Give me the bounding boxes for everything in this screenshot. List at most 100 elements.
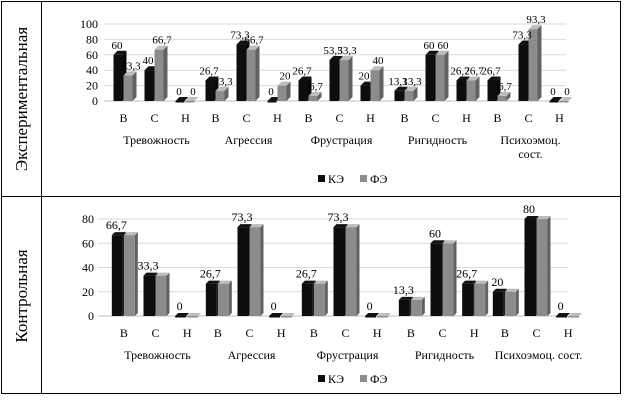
bar-fe-side [421,296,425,316]
category-label: С [341,326,349,340]
bar-fe [246,49,256,101]
bar-ke [524,219,536,316]
category-label: В [211,111,219,125]
group-label: Фрустрация [311,133,373,147]
bar-fe [217,283,229,316]
bar-fe-top [187,313,202,316]
bar-fe-side [379,66,384,101]
bar-ke-top [425,50,439,55]
bar-fe-side [324,280,328,316]
y-tick-label: 0 [88,309,94,323]
bar-fe-side [485,280,489,316]
value-label-ke: 26,7 [296,267,317,281]
bar-fe-top [559,97,573,101]
bar-fe [123,235,135,316]
bar-ke [111,235,123,316]
value-label-fe: 66,7 [152,35,172,47]
bar-ke-top [518,40,532,45]
bar-fe-top [308,91,322,96]
bar-fe-top [497,91,511,96]
bar-fe [559,101,569,103]
bar-ke [237,227,249,316]
bar-ke-top [298,76,312,81]
category-label: Н [366,111,375,125]
bar-fe [497,95,507,101]
value-label-ke: 73,3 [230,30,250,42]
bar-ke [394,90,404,101]
y-tick-label: 60 [86,48,98,62]
bar-fe [313,283,325,316]
bar-ke [143,275,155,316]
bar-fe [474,283,486,316]
category-label: Н [181,111,190,125]
bar-ke [549,101,559,103]
bar-ke [462,283,474,316]
bar-fe-top [504,288,519,292]
bar-fe-top [410,296,425,300]
bar-ke [113,54,123,101]
category-label: В [119,111,127,125]
bar-ke-top [462,280,477,284]
bar-fe [370,70,380,101]
bar-ke [360,85,370,101]
category-label: Н [277,326,286,340]
bar-ke-top [333,224,348,228]
bar-fe-top [345,224,360,228]
category-label: Н [555,111,564,125]
bar-ke-top [205,280,220,284]
category-label: С [431,111,439,125]
y-tick-label: 80 [82,212,94,226]
bar-fe [568,316,580,318]
bar-fe-side [537,25,542,102]
bar-fe [536,219,548,316]
group-label: Психоэмоц. сост. [495,348,582,362]
bar-fe [249,227,261,316]
bar-ke [518,44,528,101]
value-label-fe: 6,7 [309,81,323,93]
legend-label: КЭ [328,372,344,386]
bar-ke-top [398,296,413,300]
y-tick-label: 40 [86,63,98,77]
value-label-ke: 26,7 [450,65,470,77]
y-tick-label: 20 [82,285,94,299]
bar-fe [528,29,538,102]
bar-fe [404,90,414,101]
bar-fe-top [249,224,264,228]
bar-fe [345,227,357,316]
value-label-ke: 26,7 [481,65,501,77]
value-label-fe: 0 [190,86,196,98]
bar-fe [215,90,225,101]
value-label-ke: 53,3 [323,45,343,57]
bar-fe-side [134,232,138,316]
bar-fe-side [444,50,449,101]
bar-ke-top [144,66,158,71]
legend-swatch [318,375,325,382]
bar-ke-top [524,216,539,219]
value-label-ke: 73,3 [328,210,349,224]
value-label-ke: 0 [177,299,183,313]
bar-ke [301,283,313,316]
bar-fe-side [547,216,551,316]
value-label-fe: 13,3 [402,76,422,88]
bar-fe-top [313,280,328,284]
y-tick-label: 100 [80,17,98,31]
bar-fe-top [435,50,449,55]
bar-ke [492,291,504,316]
legend: КЭ ФЭ [318,172,387,186]
value-label-fe: 93,3 [526,14,546,26]
value-label-ke: 0 [176,86,182,98]
category-label: С [532,326,540,340]
category-label: Н [273,111,282,125]
category-label: В [304,111,312,125]
value-label-ke: 20 [359,71,371,83]
bar-fe [155,275,167,316]
bar-fe-side [166,272,170,316]
bar-fe [281,316,293,318]
bar-ke-top [329,55,343,60]
value-label-ke: 0 [271,299,277,313]
value-label-ke: 26,7 [199,65,219,77]
category-label: В [407,326,415,340]
value-label-fe: 0 [564,86,570,98]
bar-ke [487,80,497,101]
